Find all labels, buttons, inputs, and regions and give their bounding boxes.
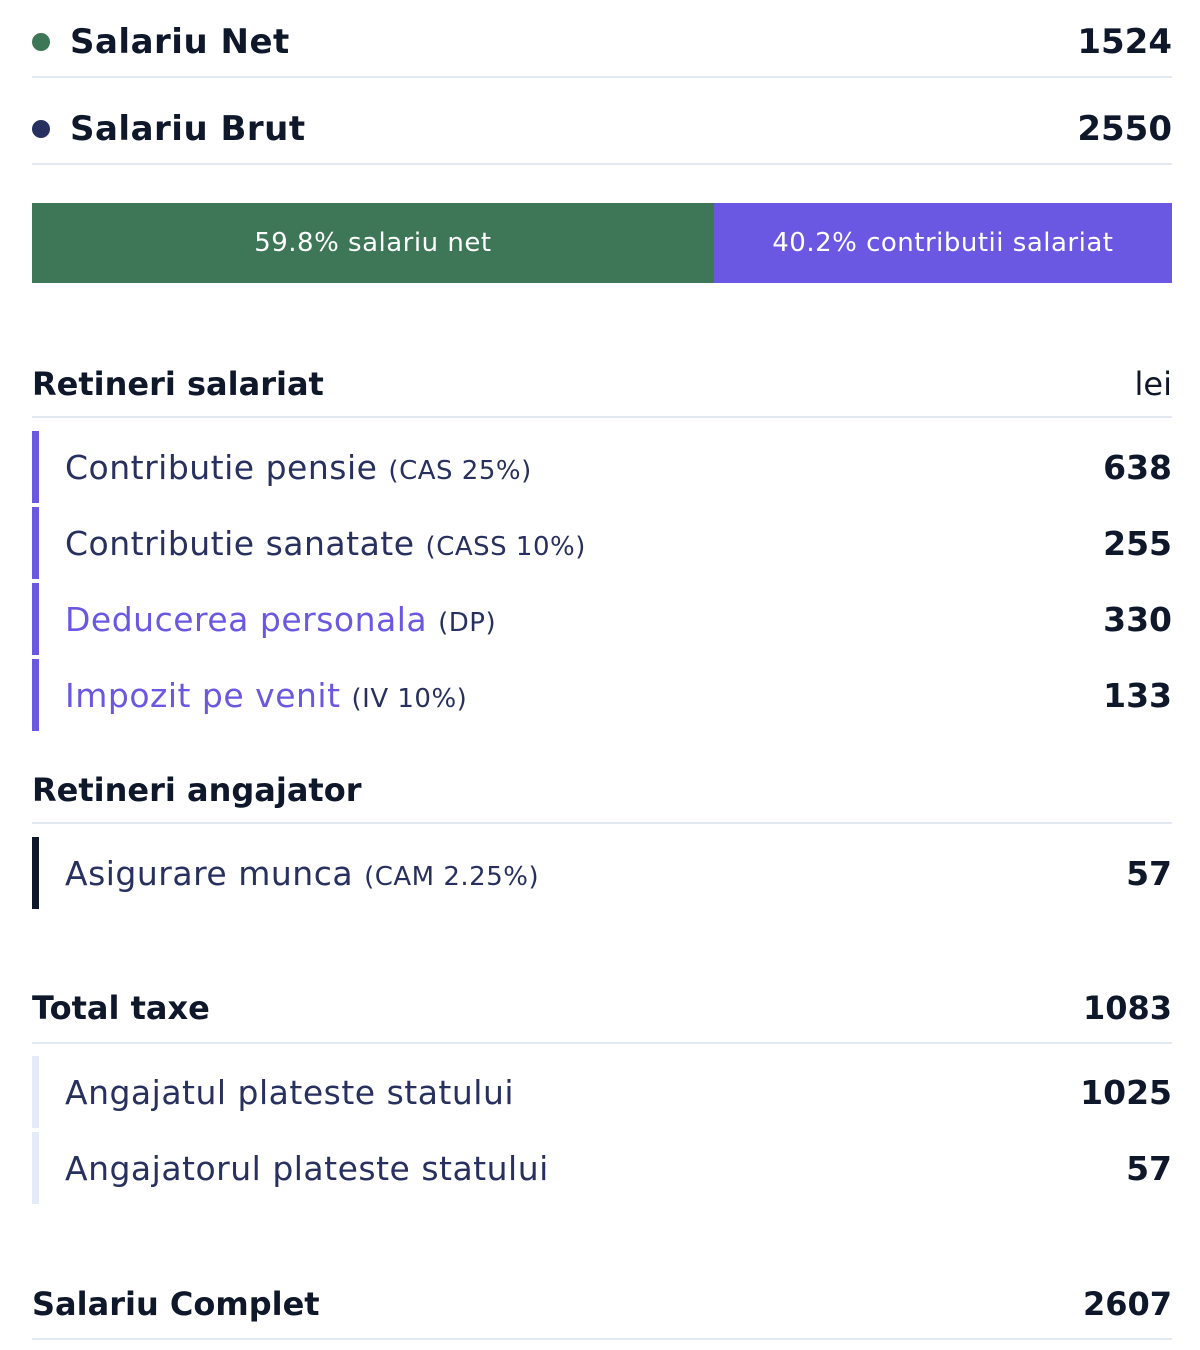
deduction-tag: (CAM 2.25%) [364, 861, 540, 892]
deduction-value: 330 [1103, 599, 1172, 639]
complete-salary-label: Salariu Complet [32, 1285, 320, 1323]
employee-deductions-title: Retineri salariat [32, 365, 324, 403]
employer-deductions-title: Retineri angajator [32, 771, 362, 809]
total-taxes-title: Total taxe [32, 989, 210, 1027]
net-segment: 59.8% salariu net [32, 203, 714, 283]
net-salary-value: 1524 [1077, 22, 1172, 62]
deduction-label: Asigurare munca [65, 853, 354, 893]
net-legend-dot [32, 33, 50, 51]
salary-split-bar: 59.8% salariu net 40.2% contributii sala… [32, 203, 1172, 283]
currency-unit: lei [1134, 365, 1172, 403]
row-accent [32, 1056, 39, 1128]
deduction-value: 133 [1103, 675, 1172, 715]
deduction-row: Contributie pensie (CAS 25%) 638 [32, 431, 1172, 503]
gross-salary-value: 2550 [1077, 109, 1172, 149]
tax-payer-row: Angajatorul plateste statului 57 [32, 1132, 1172, 1204]
total-taxes-header: Total taxe 1083 [32, 974, 1172, 1044]
net-segment-label: 59.8% salariu net [254, 228, 492, 258]
gross-legend-dot [32, 120, 50, 138]
net-salary-label: Salariu Net [70, 22, 290, 62]
deduction-row: Impozit pe venit (IV 10%) 133 [32, 659, 1172, 731]
complete-salary-row: Salariu Complet 2607 [32, 1270, 1172, 1340]
deduction-row: Asigurare munca (CAM 2.25%) 57 [32, 837, 1172, 909]
row-accent [32, 583, 39, 655]
gross-salary-label: Salariu Brut [70, 109, 306, 149]
deduction-value: 638 [1103, 447, 1172, 487]
row-accent [32, 507, 39, 579]
tax-payer-label: Angajatorul plateste statului [65, 1148, 549, 1188]
deduction-row: Contributie sanatate (CASS 10%) 255 [32, 507, 1172, 579]
tax-payer-label: Angajatul plateste statului [65, 1072, 515, 1112]
deduction-label: Impozit pe venit [65, 675, 341, 715]
row-accent [32, 659, 39, 731]
employer-deductions-header: Retineri angajator [32, 758, 1172, 824]
tax-payer-value: 1025 [1080, 1072, 1172, 1112]
total-taxes-value: 1083 [1082, 989, 1172, 1027]
row-accent [32, 1132, 39, 1204]
deduction-tag: (IV 10%) [351, 683, 468, 714]
deduction-tag: (CAS 25%) [388, 455, 532, 486]
contrib-segment: 40.2% contributii salariat [713, 203, 1172, 283]
deduction-label: Deducerea personala [65, 599, 428, 639]
deduction-tag: (DP) [438, 607, 497, 638]
tax-payer-row: Angajatul plateste statului 1025 [32, 1056, 1172, 1128]
row-accent [32, 431, 39, 503]
deduction-row: Deducerea personala (DP) 330 [32, 583, 1172, 655]
deduction-value: 57 [1126, 853, 1172, 893]
complete-salary-value: 2607 [1082, 1285, 1172, 1323]
contrib-segment-label: 40.2% contributii salariat [772, 228, 1114, 258]
tax-payer-value: 57 [1126, 1148, 1172, 1188]
row-accent [32, 837, 39, 909]
employee-deductions-header: Retineri salariat lei [32, 352, 1172, 418]
deduction-value: 255 [1103, 523, 1172, 563]
deduction-tag: (CASS 10%) [425, 531, 586, 562]
net-salary-row: Salariu Net 1524 [32, 0, 1172, 78]
deduction-label: Contributie pensie [65, 447, 378, 487]
gross-salary-row: Salariu Brut 2550 [32, 87, 1172, 165]
deduction-label: Contributie sanatate [65, 523, 415, 563]
